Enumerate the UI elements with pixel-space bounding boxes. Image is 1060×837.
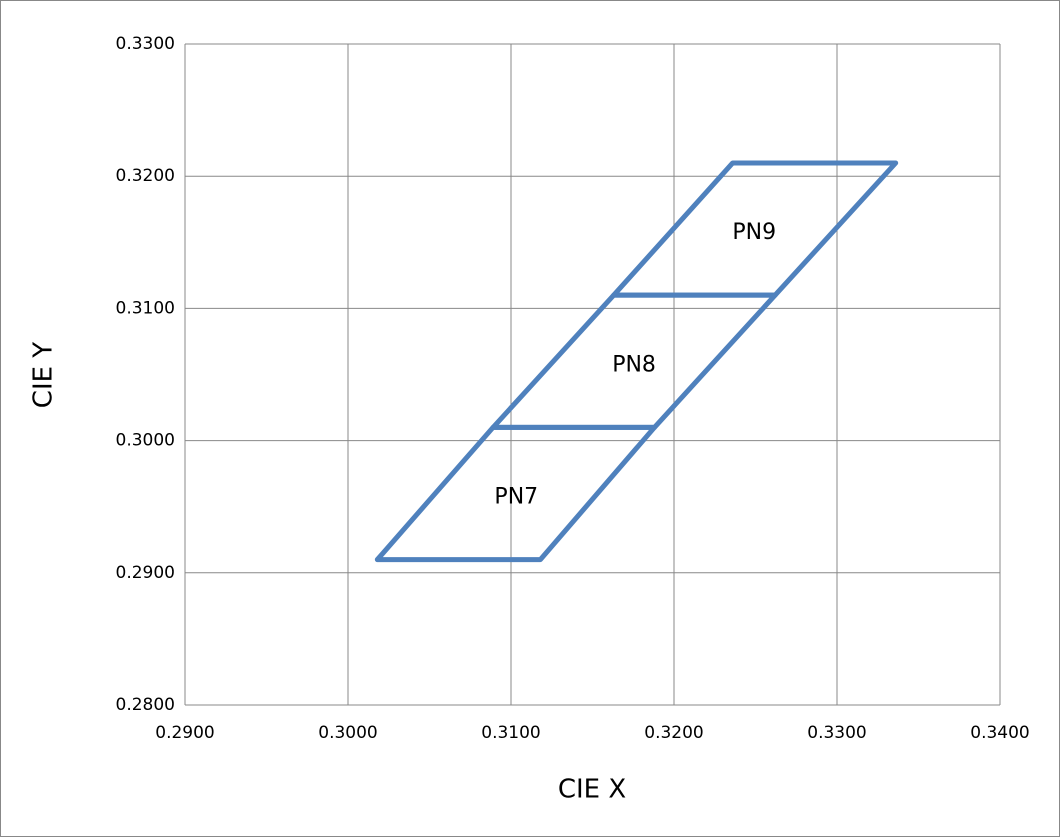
y-tick-label: 0.2900 [116,563,175,583]
y-tick-label: 0.3100 [116,298,175,318]
x-tick-label: 0.3100 [481,723,540,743]
y-tick-label: 0.3200 [116,166,175,186]
x-axis-title: CIE X [558,775,626,805]
y-tick-label: 0.2800 [116,695,175,715]
y-tick-label: 0.3300 [116,34,175,54]
region-outline [611,160,899,298]
y-tick-label: 0.3000 [116,431,175,451]
x-tick-label: 0.2900 [155,723,214,743]
y-axis-title: CIE Y [29,342,59,409]
x-tick-label: 0.3000 [318,723,377,743]
x-tick-label: 0.3400 [970,723,1029,743]
x-tick-label: 0.3300 [807,723,866,743]
region-label: PN7 [494,484,538,509]
region-label: PN9 [732,220,776,245]
x-tick-label: 0.3200 [644,723,703,743]
region-label: PN8 [612,352,656,377]
